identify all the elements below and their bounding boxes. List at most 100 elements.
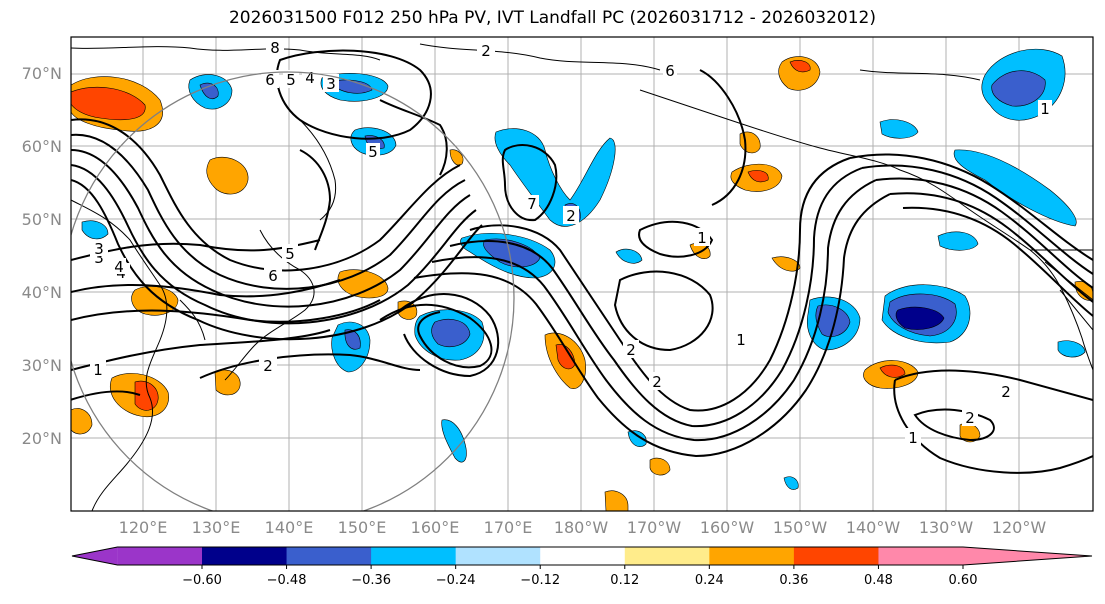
shade-blue-mid xyxy=(199,82,219,99)
radius-circle xyxy=(71,71,515,511)
shade-blue xyxy=(783,476,799,490)
lat-label: 40°N xyxy=(22,283,62,302)
lat-label: 30°N xyxy=(22,356,62,375)
contour-label: 4 xyxy=(114,258,124,276)
lon-label: 130°W xyxy=(919,518,974,537)
colorbar-segment xyxy=(878,547,963,565)
lon-label: 140°W xyxy=(846,518,901,537)
lon-label: 120°W xyxy=(992,518,1047,537)
lon-label: 160°E xyxy=(411,518,460,537)
shade-orange xyxy=(449,149,464,166)
colorbar-tick-label: −0.24 xyxy=(436,573,476,588)
shade-blue-mid xyxy=(991,70,1046,107)
shade-orange xyxy=(214,369,241,396)
colorbar-segment xyxy=(371,547,457,565)
shade-red xyxy=(71,86,146,121)
shade-orange xyxy=(71,408,93,435)
contour-label: 1 xyxy=(908,429,918,447)
colorbar-outline xyxy=(71,546,1093,566)
shade-orange xyxy=(604,490,629,511)
colorbar-tick-label: 0.48 xyxy=(864,573,893,588)
lon-label: 130°E xyxy=(192,518,241,537)
colorbar-extend-left xyxy=(72,547,118,565)
contour-label: 2 xyxy=(566,207,576,225)
shade-blue xyxy=(441,419,467,463)
lon-label: 160°W xyxy=(700,518,755,537)
contour-label: 4 xyxy=(305,69,315,87)
shade-blue xyxy=(627,430,647,447)
contour-label: 2 xyxy=(481,42,491,60)
colorbar: −0.60 −0.48 −0.36 −0.24 −0.12 0.12 0.24 0.36 0.4… xyxy=(71,546,1093,588)
lon-label: 170°E xyxy=(484,518,533,537)
contour-label: 1 xyxy=(1040,100,1050,118)
shade-blue xyxy=(879,119,919,139)
contour-label: 8 xyxy=(270,39,280,57)
lon-labels: 120°E 130°E 140°E 150°E 160°E 170°E 180°… xyxy=(119,518,1047,537)
shade-blue xyxy=(81,220,109,240)
pv-contours xyxy=(71,49,1093,474)
contour-label: 1 xyxy=(736,331,746,349)
colorbar-tick-label: −0.48 xyxy=(267,573,307,588)
colorbar-segment xyxy=(455,547,541,565)
contour-label: 3 xyxy=(326,75,336,93)
contour-label: 7 xyxy=(527,195,537,213)
colorbar-tick-label: −0.12 xyxy=(520,573,560,588)
shade-orange xyxy=(206,156,249,195)
colorbar-tick-label: 0.24 xyxy=(695,573,724,588)
colorbar-segment xyxy=(540,547,626,565)
contour-label: 2 xyxy=(263,357,273,375)
contour-label: 3 xyxy=(94,249,104,267)
colorbar-segment xyxy=(117,547,202,565)
contour-label: 2 xyxy=(626,341,636,359)
contour-label: 3 xyxy=(94,240,104,258)
colorbar-segment xyxy=(202,547,288,565)
shade-blue xyxy=(953,149,1077,227)
lat-label: 50°N xyxy=(22,210,62,229)
colorbar-segment xyxy=(624,547,710,565)
lon-label: 150°E xyxy=(338,518,387,537)
contour-label: 5 xyxy=(285,245,295,263)
lat-label: 20°N xyxy=(22,429,62,448)
colorbar-segment xyxy=(793,547,879,565)
shade-red xyxy=(747,170,769,183)
contour-label: 2 xyxy=(1001,383,1011,401)
page-title: 2026031500 F012 250 hPa PV, IVT Landfall… xyxy=(228,8,876,28)
shade-blue xyxy=(937,231,979,251)
shade-blue-dark xyxy=(895,306,945,330)
colorbar-tick-label: −0.60 xyxy=(182,573,222,588)
contour-label: 6 xyxy=(665,62,675,80)
contour-label: 6 xyxy=(265,71,275,89)
contour-labels: 8 6 5 4 3 2 2 6 5 4 3 2 1 2 xyxy=(90,38,1052,447)
colorbar-tick-label: 0.36 xyxy=(779,573,808,588)
contour-label: 1 xyxy=(93,361,103,379)
shade-blue xyxy=(615,248,643,264)
lon-label: 150°W xyxy=(773,518,828,537)
shade-orange xyxy=(771,256,801,272)
contour-label: 6 xyxy=(268,267,278,285)
lat-label: 70°N xyxy=(22,64,62,83)
colorbar-extend-right xyxy=(963,547,1092,565)
colorbar-segment xyxy=(709,547,795,565)
contour-label: 2 xyxy=(652,373,662,391)
lat-label: 60°N xyxy=(22,137,62,156)
lon-label: 180°W xyxy=(554,518,609,537)
shade-blue xyxy=(1057,340,1086,358)
lon-label: 120°E xyxy=(119,518,168,537)
lat-labels: 70°N 60°N 50°N 40°N 30°N 20°N xyxy=(22,64,62,448)
contour-label: 2 xyxy=(965,409,975,427)
shade-blue-mid xyxy=(329,79,373,94)
shade-red xyxy=(879,364,906,378)
contour-label: 5 xyxy=(368,143,378,161)
coast-arctic xyxy=(419,43,981,81)
shade-red xyxy=(789,60,811,73)
colorbar-tick-label: 0.12 xyxy=(610,573,639,588)
lon-label: 170°W xyxy=(627,518,682,537)
lon-label: 140°E xyxy=(265,518,314,537)
colorbar-tick-label: −0.36 xyxy=(351,573,391,588)
shade-blue-mid xyxy=(431,319,471,347)
colorbar-tick-label: 0.60 xyxy=(949,573,978,588)
contour-label: 5 xyxy=(286,71,296,89)
map-border xyxy=(70,36,1094,512)
shade-orange xyxy=(649,457,671,476)
colorbar-segment xyxy=(286,547,372,565)
